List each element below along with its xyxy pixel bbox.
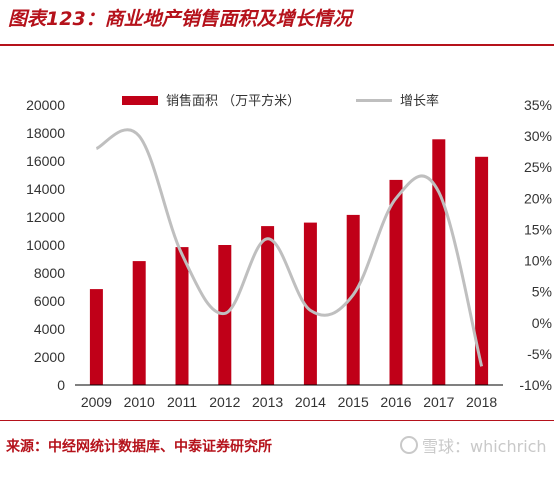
y-right-tick-label: 0% <box>532 315 552 331</box>
y-left-tick-label: 4000 <box>34 321 65 337</box>
x-tick-label-2011: 2011 <box>167 394 197 410</box>
y-left-tick-label: 8000 <box>34 265 65 281</box>
bar-2014 <box>303 222 317 385</box>
y-right-tick-label: 30% <box>524 128 552 144</box>
x-tick-label-2012: 2012 <box>209 394 240 410</box>
growth-rate-line <box>95 128 484 367</box>
bar-2017 <box>432 139 446 385</box>
bar-2011 <box>175 247 189 385</box>
watermark-text: 雪球：whichrich <box>422 437 547 456</box>
legend-label-sales-area: 销售面积 （万平方米） <box>166 93 300 109</box>
bar-2013 <box>261 226 275 385</box>
x-tick-label-2018: 2018 <box>466 394 497 410</box>
bar-2016 <box>389 179 403 385</box>
y-right-tick-label: 20% <box>524 190 552 206</box>
sales-area-chart: 2009 2010 2011 2012 2013 2014 2015 2016 2017 2018… <box>26 93 552 410</box>
y-left-tick-label: 2000 <box>34 349 65 365</box>
y-left-tick-label: 0 <box>57 377 65 393</box>
x-tick-label-2016: 2016 <box>380 394 411 410</box>
y-right-tick-label: -5% <box>527 346 552 362</box>
x-tick-label-2014: 2014 <box>295 394 326 410</box>
x-tick-label-2017: 2017 <box>423 394 454 410</box>
y-right-tick-label: 35% <box>524 97 552 113</box>
y-right-tick-label: -10% <box>519 377 552 393</box>
footer-divider <box>0 420 554 421</box>
chart-title: 图表123：商业地产销售面积及增长情况 <box>8 8 352 30</box>
y-left-tick-label: 12000 <box>26 209 65 225</box>
bar-2009 <box>89 289 103 385</box>
x-tick-label-2013: 2013 <box>252 394 283 410</box>
bar-2010 <box>132 261 146 385</box>
snowball-logo-icon <box>400 436 418 454</box>
x-tick-label-2010: 2010 <box>124 394 155 410</box>
legend-label-growth-rate: 增长率 <box>400 93 439 109</box>
y-right-tick-label: 5% <box>532 284 552 300</box>
x-tick-label-2015: 2015 <box>338 394 369 410</box>
y-left-tick-label: 10000 <box>26 237 65 253</box>
y-left-tick-label: 20000 <box>26 97 65 113</box>
legend-bar-swatch <box>122 96 158 105</box>
x-tick-label-2009: 2009 <box>81 394 112 410</box>
y-right-tick-label: 25% <box>524 159 552 175</box>
bar-2018 <box>475 156 489 385</box>
y-left-tick-label: 14000 <box>26 181 65 197</box>
y-right-tick-label: 15% <box>524 221 552 237</box>
watermark: 雪球：whichrich <box>400 433 547 457</box>
bar-2015 <box>346 214 360 385</box>
y-left-tick-label: 18000 <box>26 125 65 141</box>
bar-2012 <box>218 245 232 385</box>
title-divider <box>0 44 554 46</box>
source-note: 来源：中经网统计数据库、中泰证券研究所 <box>6 439 272 455</box>
y-left-tick-label: 16000 <box>26 153 65 169</box>
y-right-tick-label: 10% <box>524 253 552 269</box>
y-left-tick-label: 6000 <box>34 293 65 309</box>
